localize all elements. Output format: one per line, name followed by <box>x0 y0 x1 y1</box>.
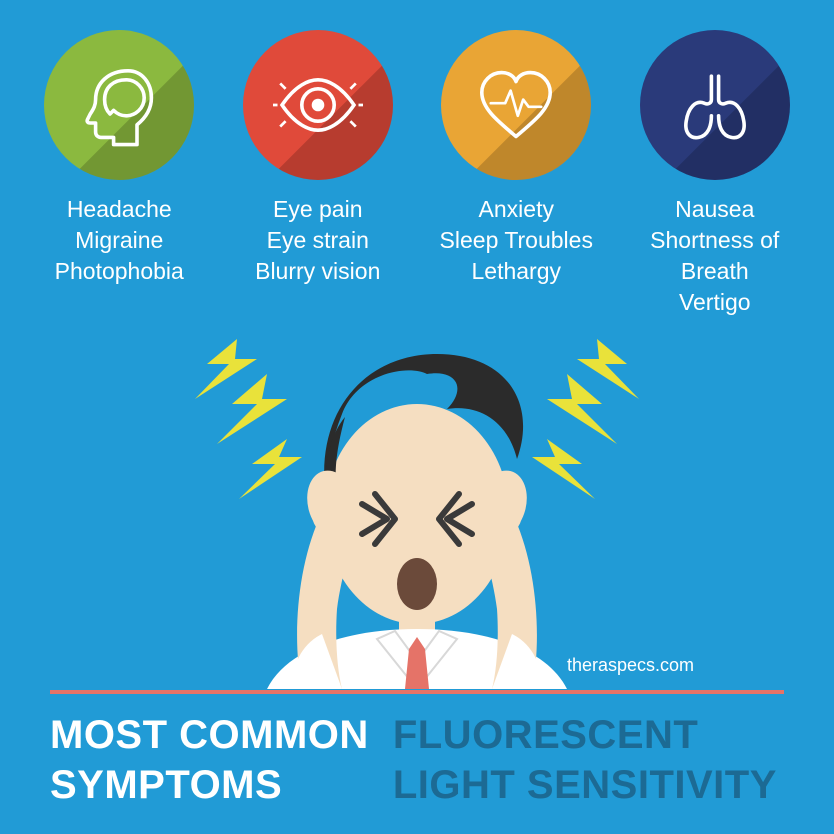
title-right-line1: FLUORESCENT <box>393 710 777 760</box>
label: Eye pain <box>255 194 380 225</box>
label: Vertigo <box>650 287 779 318</box>
symptom-col-heart: Anxiety Sleep Troubles Lethargy <box>427 30 606 318</box>
icon-circle-3 <box>640 30 790 180</box>
person-illustration <box>157 319 677 689</box>
eye-icon <box>268 60 368 150</box>
title-block: MOST COMMON SYMPTOMS FLUORESCENT LIGHT S… <box>50 710 784 810</box>
label: Sleep Troubles <box>440 225 593 256</box>
title-left: MOST COMMON SYMPTOMS <box>50 710 369 810</box>
bolt-right-icon <box>532 339 639 499</box>
symptom-col-eye: Eye pain Eye strain Blurry vision <box>229 30 408 318</box>
label: Nausea <box>650 194 779 225</box>
symptom-labels-1: Eye pain Eye strain Blurry vision <box>255 194 380 287</box>
symptom-labels-3: Nausea Shortness of Breath Vertigo <box>650 194 779 318</box>
bolt-left-icon <box>195 339 302 499</box>
title-left-line1: MOST COMMON <box>50 710 369 760</box>
title-left-line2: SYMPTOMS <box>50 760 369 810</box>
icon-circle-0 <box>44 30 194 180</box>
icon-circle-1 <box>243 30 393 180</box>
heart-ecg-icon <box>471 60 561 150</box>
symptom-labels-2: Anxiety Sleep Troubles Lethargy <box>440 194 593 287</box>
attribution-text: theraspecs.com <box>567 655 694 676</box>
title-right-line2: LIGHT SENSITIVITY <box>393 760 777 810</box>
icon-row: Headache Migraine Photophobia Eye pain E… <box>0 0 834 318</box>
label: Lethargy <box>440 256 593 287</box>
divider-line <box>50 690 784 694</box>
lungs-icon <box>670 60 760 150</box>
title-right: FLUORESCENT LIGHT SENSITIVITY <box>393 710 777 810</box>
label: Headache <box>55 194 184 225</box>
symptom-col-lungs: Nausea Shortness of Breath Vertigo <box>626 30 805 318</box>
label: Blurry vision <box>255 256 380 287</box>
symptom-col-head: Headache Migraine Photophobia <box>30 30 209 318</box>
head-brain-icon <box>74 60 164 150</box>
infographic-canvas: Headache Migraine Photophobia Eye pain E… <box>0 0 834 834</box>
icon-circle-2 <box>441 30 591 180</box>
label: Migraine <box>55 225 184 256</box>
label: Anxiety <box>440 194 593 225</box>
label: Eye strain <box>255 225 380 256</box>
symptom-labels-0: Headache Migraine Photophobia <box>55 194 184 287</box>
label: Breath <box>650 256 779 287</box>
label: Photophobia <box>55 256 184 287</box>
label: Shortness of <box>650 225 779 256</box>
